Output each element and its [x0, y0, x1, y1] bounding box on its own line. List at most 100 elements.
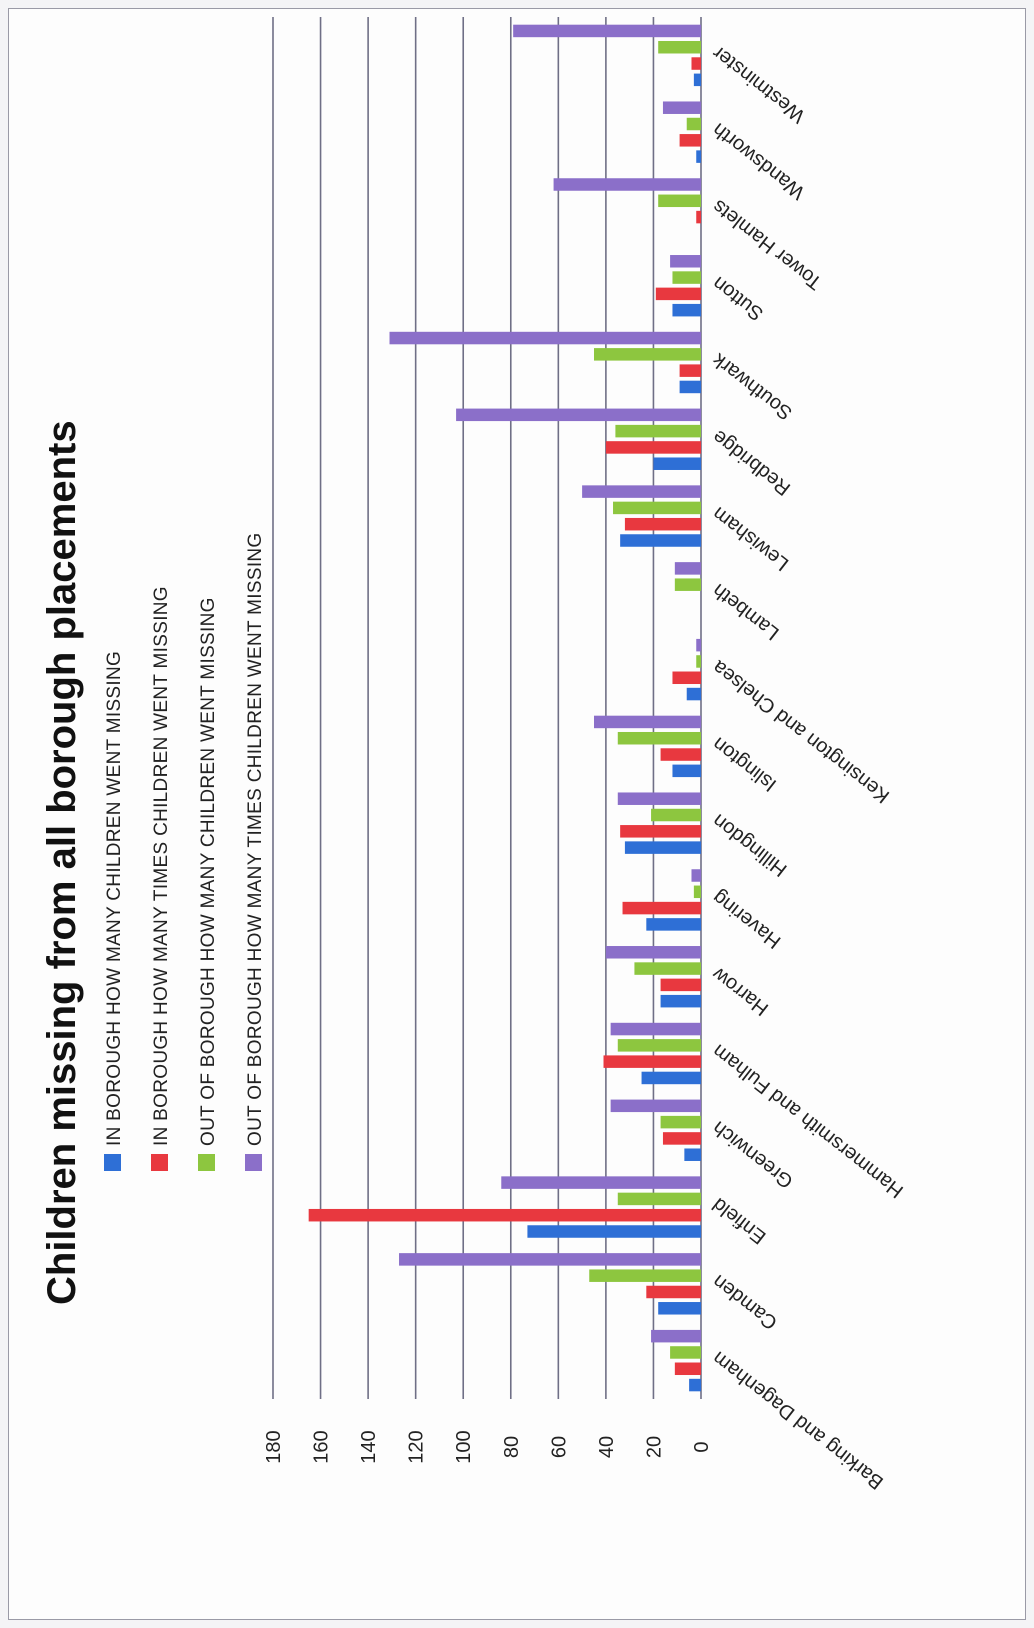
legend-label: IN BOROUGH HOW MANY TIMES CHILDREN WENT …	[151, 586, 172, 1146]
bar	[582, 485, 701, 498]
category-label: Camden	[709, 1270, 782, 1334]
chart-title-group: Children missing from all borough placem…	[40, 420, 84, 1305]
category-label: Barking and Dagenham	[709, 1347, 888, 1494]
tick-label: 80	[501, 1436, 523, 1458]
chart-gridlines	[272, 17, 702, 1399]
bar	[693, 73, 701, 87]
bar	[553, 178, 701, 191]
category-label: Westminster	[708, 41, 809, 127]
category-label: Lewisham	[709, 502, 794, 575]
bar	[624, 517, 701, 531]
bar	[513, 24, 701, 38]
category-label: Havering	[709, 886, 786, 953]
bar	[617, 792, 701, 805]
category-label: Southwark	[708, 348, 797, 424]
legend-swatch	[245, 1154, 262, 1171]
chart-sheet: Children missing from all borough placem…	[8, 8, 1026, 1620]
chart-category-labels: Barking and Dagenham Camden EnfieldGreenwi…	[708, 41, 908, 1493]
bar	[691, 57, 701, 70]
bar	[696, 210, 701, 224]
category-label: Islington	[709, 732, 781, 795]
category-label: Redbridge	[709, 425, 795, 499]
category-label: Kensington and Chelsea	[708, 655, 894, 807]
category-label: Greenwich	[709, 1116, 798, 1192]
bar	[613, 501, 701, 515]
bar	[696, 638, 701, 652]
bar	[679, 364, 701, 377]
category-label: Enfield	[709, 1193, 771, 1248]
bar	[456, 408, 701, 422]
bar	[686, 687, 701, 701]
bar	[620, 534, 701, 547]
bar	[696, 150, 701, 163]
bar	[660, 978, 701, 992]
bar	[622, 901, 701, 915]
bar	[679, 380, 701, 394]
tick-label: 20	[643, 1436, 665, 1458]
bar	[617, 1192, 701, 1206]
tick-label: 160	[311, 1430, 333, 1463]
legend-item: IN BOROUGH HOW MANY TIMES CHILDREN WENT …	[151, 586, 172, 1171]
bar	[641, 1071, 701, 1085]
bar	[670, 1346, 701, 1359]
legend-label: OUT OF BOROUGH HOW MANY CHILDREN WENT MI…	[198, 597, 219, 1146]
category-label: Hammersmith and Fulham	[709, 1040, 908, 1202]
bar	[693, 885, 701, 899]
bar	[646, 918, 701, 931]
bar	[603, 1055, 701, 1068]
legend-swatch	[104, 1154, 121, 1171]
bar	[646, 1285, 701, 1299]
bar	[691, 869, 701, 882]
bar	[672, 764, 701, 778]
bar	[662, 101, 701, 114]
tick-label: 100	[453, 1430, 475, 1463]
tick-label: 180	[263, 1430, 285, 1463]
bar	[620, 825, 701, 838]
chart-title: Children missing from all borough placem…	[40, 420, 84, 1305]
bar	[308, 1208, 701, 1222]
bar	[689, 1378, 701, 1392]
bar	[610, 1099, 701, 1113]
chart-svg: Children missing from all borough placem…	[40, 17, 908, 1493]
bar	[672, 271, 701, 284]
bar	[672, 671, 701, 685]
bar	[501, 1176, 701, 1189]
bar	[605, 441, 701, 454]
bar	[624, 841, 701, 854]
bar	[594, 348, 701, 361]
bar	[674, 562, 701, 575]
bar	[634, 962, 701, 975]
tick-label: 120	[406, 1430, 428, 1463]
bar	[696, 655, 701, 668]
bar	[399, 1253, 701, 1266]
bar	[651, 808, 701, 822]
bar	[605, 946, 701, 959]
bar	[684, 1148, 701, 1161]
bar	[655, 287, 701, 301]
bar	[610, 1022, 701, 1036]
bar	[389, 331, 701, 345]
chart-legend: IN BOROUGH HOW MANY CHILDREN WENT MISSIN…	[104, 533, 266, 1171]
bar	[672, 303, 701, 317]
tick-label: 40	[596, 1436, 618, 1458]
chart-tick-labels: 0 20 40 60 80 100 120 140 160 180	[263, 1430, 713, 1463]
chart-bars	[308, 24, 701, 1392]
category-label: Lambeth	[709, 579, 784, 644]
legend-label: IN BOROUGH HOW MANY CHILDREN WENT MISSIN…	[104, 651, 125, 1146]
category-label: Hillingdon	[709, 809, 792, 880]
category-label: Harrow	[708, 962, 773, 1019]
bar	[617, 1039, 701, 1052]
bar	[527, 1225, 701, 1238]
bar	[615, 424, 701, 438]
bar	[679, 134, 701, 147]
tick-label: 0	[691, 1441, 713, 1452]
bar	[662, 1132, 701, 1145]
bar	[658, 194, 701, 208]
bar	[670, 255, 701, 268]
legend-item: OUT OF BOROUGH HOW MANY TIMES CHILDREN W…	[245, 533, 266, 1171]
bar	[653, 457, 701, 470]
category-label: Wandsworth	[709, 118, 810, 203]
bar	[658, 1302, 701, 1315]
tick-label: 60	[548, 1436, 570, 1458]
category-label: Sutton	[709, 272, 768, 325]
